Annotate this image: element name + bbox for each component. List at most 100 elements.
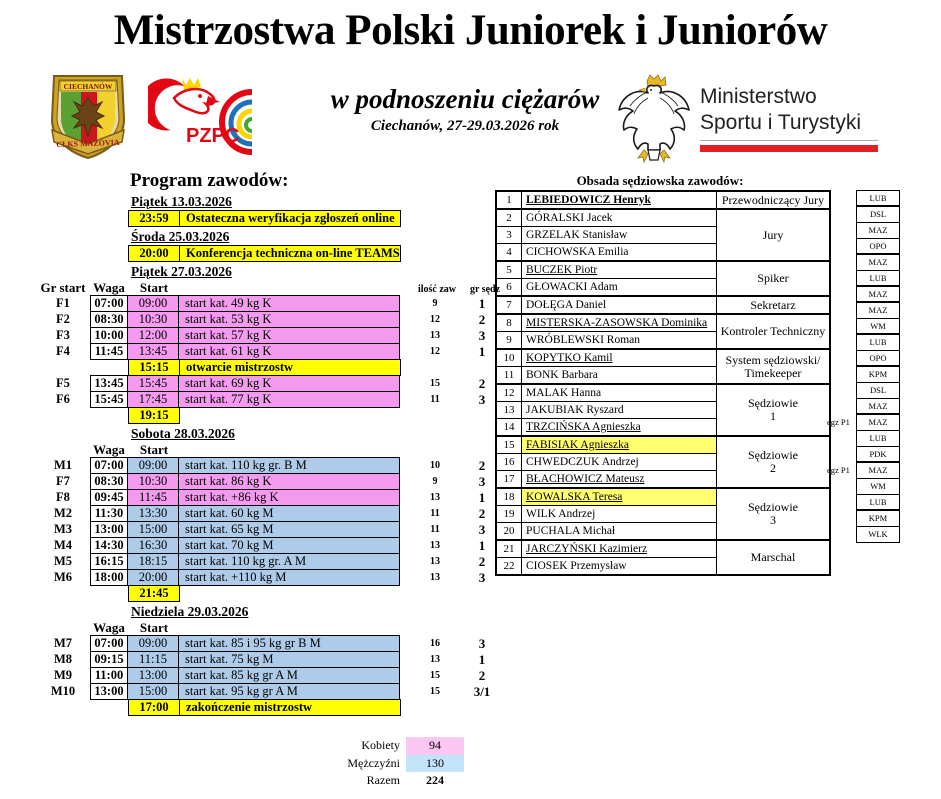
col-header-waga: Waga bbox=[93, 280, 125, 295]
summary-value: 94 bbox=[406, 737, 464, 755]
referee-group-number: 3 bbox=[478, 522, 486, 537]
official-role-line: Sędziowie bbox=[748, 448, 798, 462]
schedule-session-row: M5 16:15 18:15 start kat. 110 kg gr. A M 13 2 bbox=[36, 553, 506, 570]
club-crest-top-text: CIECHANÓW bbox=[64, 81, 113, 91]
official-name: BONK Barbara bbox=[526, 368, 598, 381]
official-role-line: Kontroler Techniczny bbox=[720, 324, 826, 338]
referee-group-number: 1 bbox=[478, 538, 486, 553]
weigh-in-time-cell: 14:30 bbox=[90, 537, 128, 554]
officials-row: 22 CIOSEK Przemysław bbox=[495, 557, 830, 576]
schedule-date: Sobota 28.03.2026 bbox=[131, 426, 235, 441]
official-number: 18 bbox=[495, 487, 522, 506]
officials-row: 11 BONK Barbara bbox=[495, 366, 830, 385]
schedule-session-row: M6 18:00 20:00 start kat. +110 kg M 13 3 bbox=[36, 569, 506, 586]
start-time-cell: 13:30 bbox=[127, 505, 179, 522]
summary-row: Kobiety 94 bbox=[300, 737, 500, 755]
weigh-in-time-cell: 15:45 bbox=[90, 391, 128, 408]
schedule-special-row: 21:45 bbox=[36, 585, 506, 602]
official-name-cell: BŁACHOWICZ Mateusz bbox=[521, 470, 717, 489]
official-name-cell: MALAK Hanna bbox=[521, 383, 717, 402]
official-name: JAKUBIAK Ryszard bbox=[526, 403, 624, 416]
official-number: 15 bbox=[495, 435, 522, 454]
pzpc-label: PZPC bbox=[186, 125, 239, 147]
session-desc-cell: start kat. 60 kg M bbox=[178, 505, 400, 522]
group-label: M3 bbox=[53, 522, 73, 536]
weigh-in-time-cell: 07:00 bbox=[90, 295, 128, 312]
special-time-cell: 21:45 bbox=[128, 585, 180, 602]
official-name: KOWALSKA Teresa bbox=[526, 490, 623, 503]
official-name: WILK Andrzej bbox=[526, 507, 596, 520]
row-indent bbox=[36, 371, 128, 372]
region-code: MAZ bbox=[856, 222, 900, 239]
referee-group-number: 3/1 bbox=[473, 684, 491, 699]
special-time-cell: 19:15 bbox=[128, 407, 180, 424]
official-number: 5 bbox=[495, 260, 522, 279]
officials-row: 7 DOŁĘGA Daniel Sekretarz bbox=[495, 295, 831, 315]
region-code: MAZ bbox=[856, 413, 900, 431]
officials-row: 6 GŁOWACKI Adam bbox=[495, 278, 830, 297]
official-number: 7 bbox=[495, 295, 522, 315]
official-number: 1 bbox=[495, 190, 522, 210]
weigh-in-time-cell: 08:30 bbox=[90, 473, 128, 490]
session-desc-cell: start kat. +110 kg M bbox=[178, 569, 400, 586]
official-number: 4 bbox=[495, 243, 522, 262]
schedule-column-headers: Gr start Waga Start ilość zaw gr sędz bbox=[36, 280, 506, 295]
event-location-date: Ciechanów, 27-29.03.2026 rok bbox=[370, 118, 560, 134]
start-time-cell: 20:00 bbox=[127, 569, 179, 586]
region-code: MAZ bbox=[856, 301, 900, 319]
col-header-waga: Waga bbox=[93, 620, 125, 635]
athlete-count: 15 bbox=[430, 670, 440, 681]
start-time-cell: 18:15 bbox=[127, 553, 179, 570]
session-desc-cell: start kat. 70 kg M bbox=[178, 537, 400, 554]
schedule-column-headers: Waga Start bbox=[36, 442, 506, 457]
start-time-cell: 15:00 bbox=[127, 521, 179, 538]
row-indent bbox=[36, 711, 128, 712]
official-number: 2 bbox=[495, 208, 522, 227]
summary-label: Mężczyźni bbox=[347, 755, 400, 770]
row-indent bbox=[36, 597, 128, 598]
start-time-cell: 16:30 bbox=[127, 537, 179, 554]
session-desc-cell: start kat. 61 kg K bbox=[178, 343, 400, 360]
region-code: MAZ bbox=[856, 461, 900, 479]
start-time-cell: 12:00 bbox=[127, 327, 179, 344]
event-desc-cell: Ostateczna weryfikacja zgłoszeń online bbox=[179, 210, 401, 227]
region-code: KPM bbox=[856, 365, 900, 383]
referee-group-number: 2 bbox=[478, 506, 486, 521]
referee-group-number: 3 bbox=[478, 474, 486, 489]
official-role-cell: Marschal bbox=[716, 539, 831, 576]
official-name-cell: GRZELAK Stanisław bbox=[521, 226, 717, 244]
official-role-line: Marschal bbox=[750, 550, 796, 564]
weigh-in-time-cell: 10:00 bbox=[90, 327, 128, 344]
start-time-cell: 09:00 bbox=[127, 295, 179, 312]
official-name-cell: CIOSEK Przemysław bbox=[521, 557, 717, 576]
summary-label: Kobiety bbox=[361, 738, 400, 752]
official-role-cell: Przewodniczący Jury bbox=[716, 190, 831, 210]
schedule-session-row: M8 09:15 11:15 start kat. 75 kg M 13 1 bbox=[36, 651, 506, 668]
schedule-column-headers: Waga Start bbox=[36, 620, 506, 635]
group-label: M2 bbox=[53, 506, 73, 520]
group-label: F8 bbox=[56, 490, 70, 504]
group-label: M8 bbox=[53, 652, 73, 666]
schedule-session-row: F2 08:30 10:30 start kat. 53 kg K 12 2 bbox=[36, 311, 506, 328]
schedule-session-row: F4 11:45 13:45 start kat. 61 kg K 12 1 bbox=[36, 343, 506, 360]
special-desc-cell: zakończenie mistrzostw bbox=[179, 699, 401, 716]
official-role-cell: Spiker bbox=[716, 260, 831, 297]
referee-group-number: 1 bbox=[478, 344, 486, 359]
athlete-count: 13 bbox=[430, 492, 440, 503]
weigh-in-time-cell: 13:00 bbox=[90, 521, 128, 538]
official-name: JARCZYŃSKI Kazimierz bbox=[526, 542, 648, 555]
official-name: MALAK Hanna bbox=[526, 386, 602, 399]
schedule-session-row: M1 07:00 09:00 start kat. 110 kg gr. B M 10 2 bbox=[36, 457, 506, 474]
referee-group-number: 1 bbox=[478, 296, 486, 311]
group-label: M1 bbox=[53, 458, 73, 472]
official-name-cell: KOPYTKO Kamil bbox=[521, 348, 717, 367]
officials-row: 14 TRZCIŃSKA Agnieszka bbox=[495, 418, 830, 437]
club-crest-logo: CIECHANÓW CŁKS MAZOVIA bbox=[44, 70, 132, 167]
weigh-in-time-cell: 07:00 bbox=[90, 457, 128, 474]
official-role-cell: Sekretarz bbox=[716, 295, 831, 315]
event-subtitle: w podnoszeniu ciężarów bbox=[330, 84, 600, 114]
weigh-in-time-cell: 18:00 bbox=[90, 569, 128, 586]
referee-group-number: 3 bbox=[478, 392, 486, 407]
session-desc-cell: start kat. 110 kg gr. A M bbox=[178, 553, 400, 570]
official-name-cell: DOŁĘGA Daniel bbox=[521, 295, 717, 315]
